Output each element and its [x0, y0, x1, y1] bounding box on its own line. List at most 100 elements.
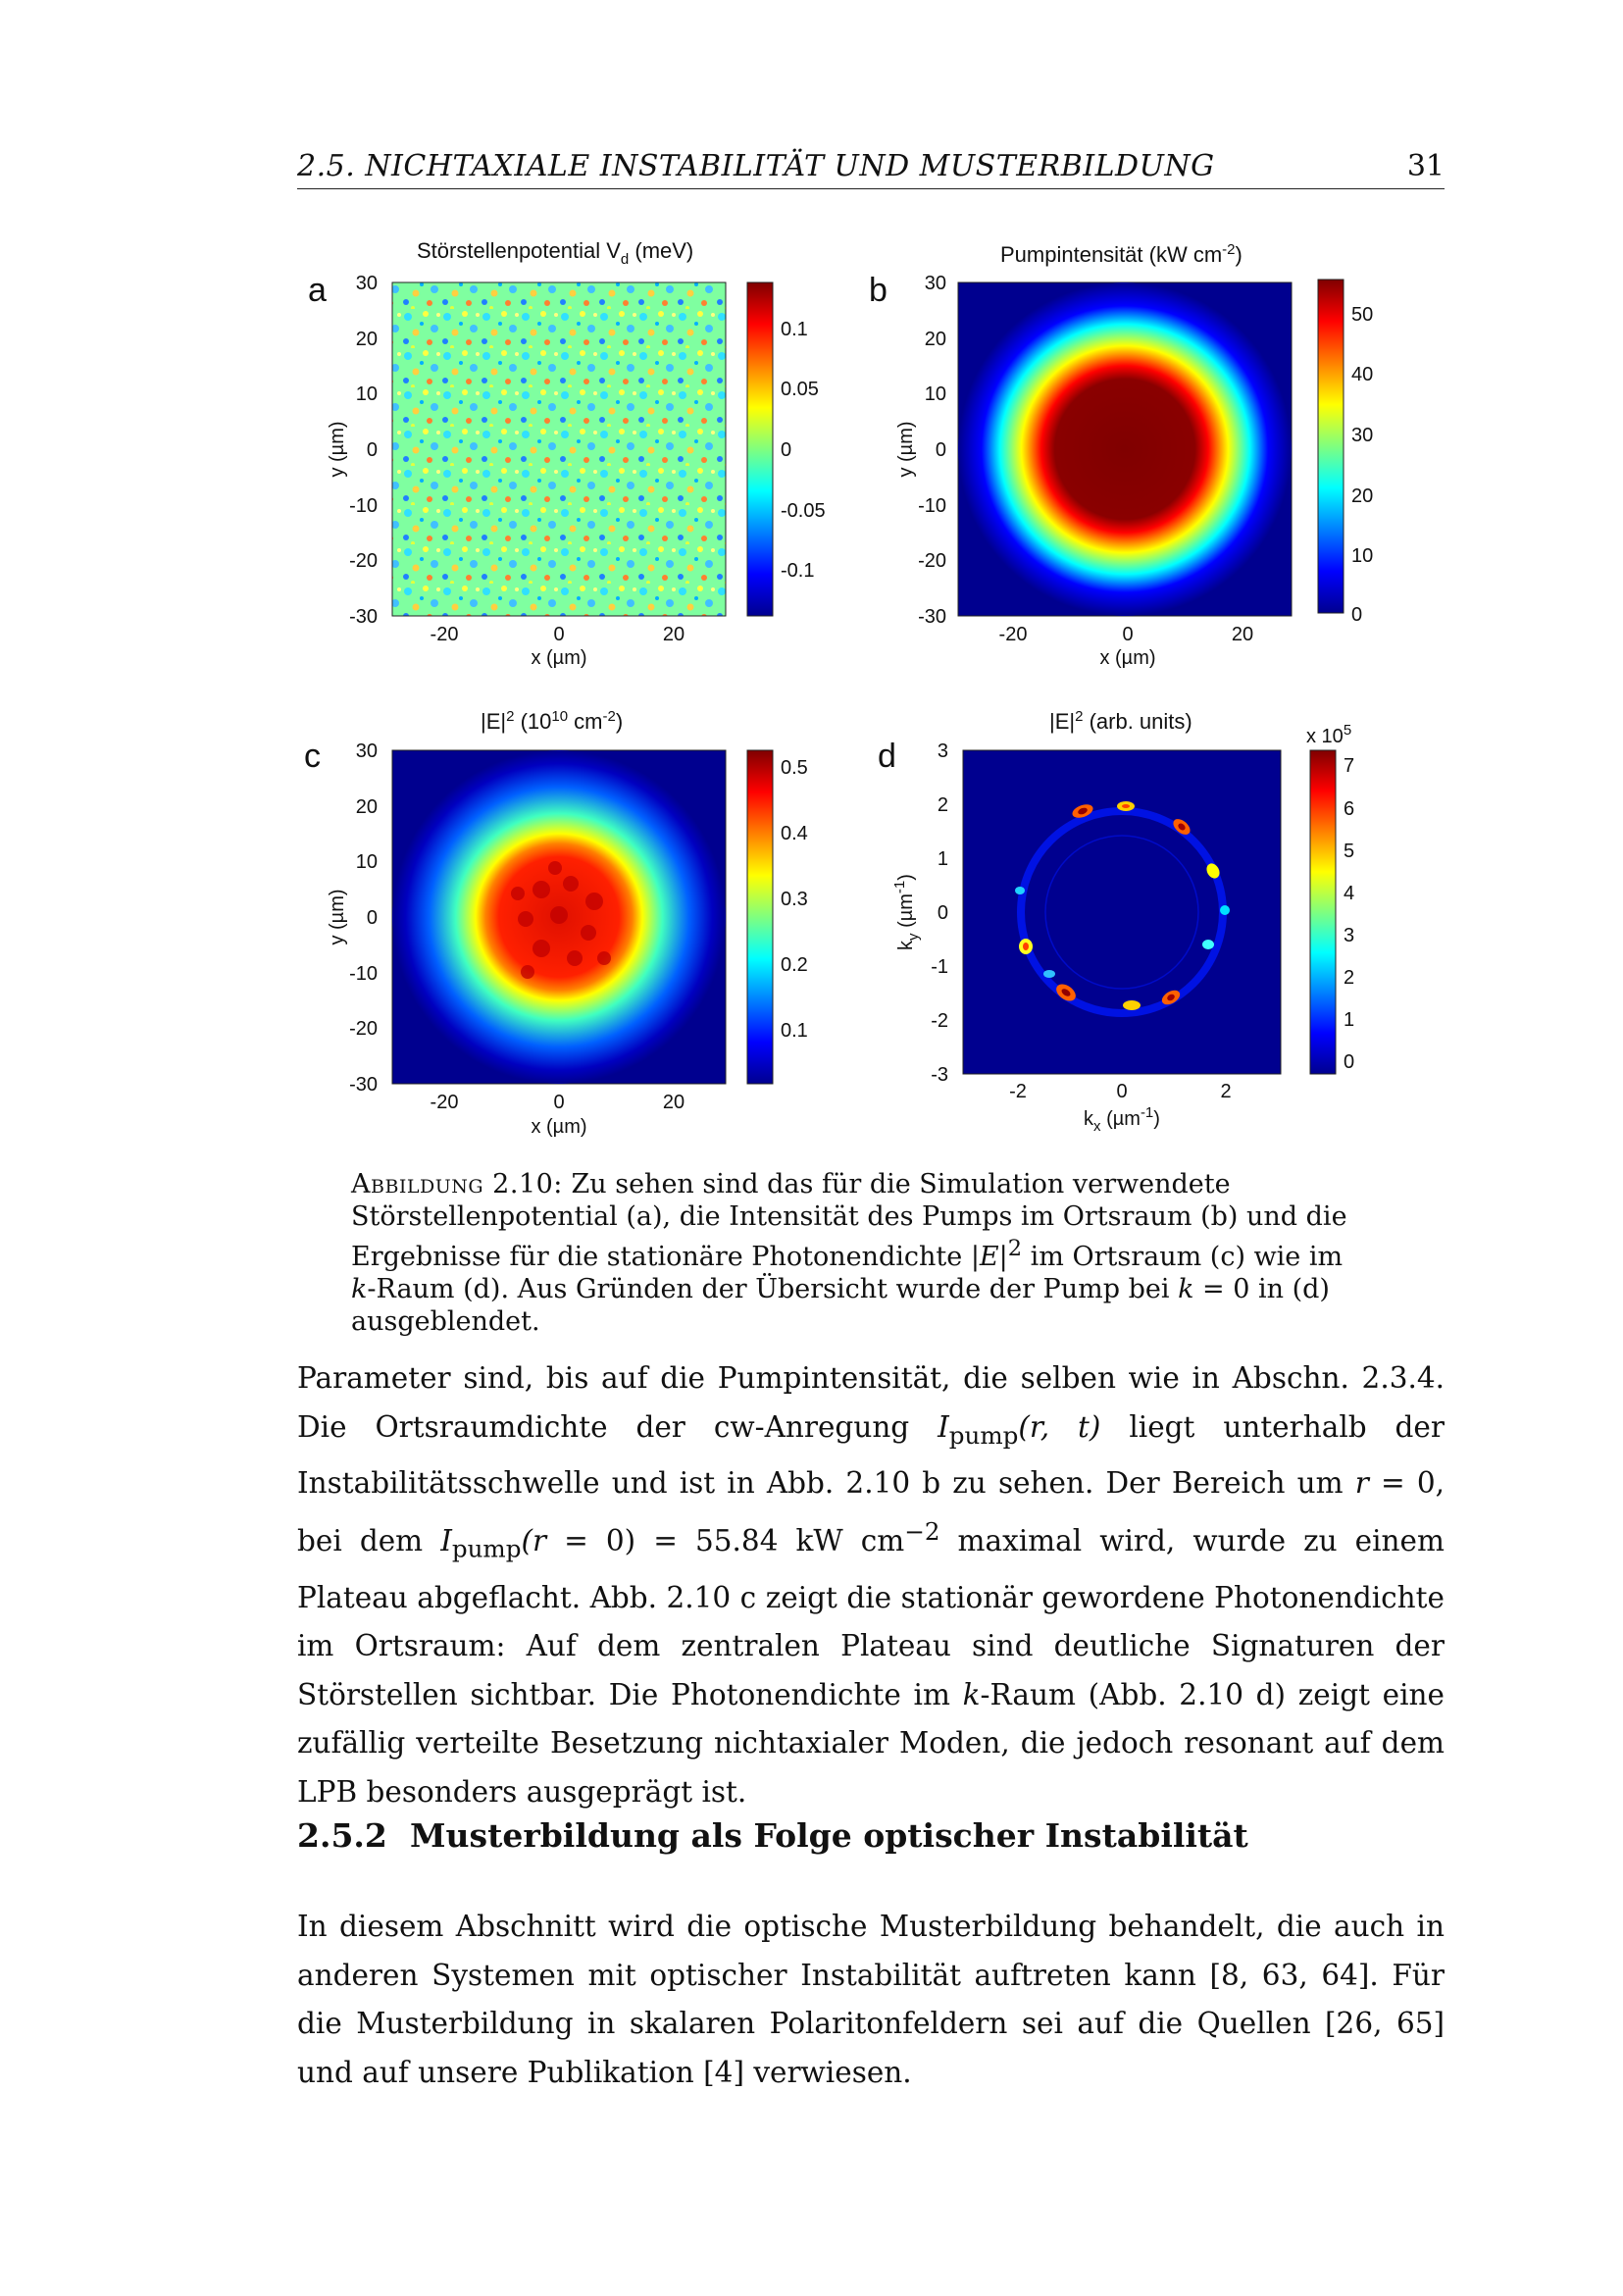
- panel-b-colorbar: [1317, 279, 1344, 614]
- panel-b-label: b: [869, 272, 888, 309]
- cbar-tick: 30: [1351, 425, 1373, 446]
- panel-c-cbar-ticks: 0.5 0.4 0.3 0.2 0.1: [781, 757, 808, 1042]
- panel-c-colorbar: [746, 749, 774, 1085]
- cbar-tick: 0.1: [781, 319, 808, 340]
- panel-d-yticks: 3 2 1 0 -1 -2 -3: [931, 740, 948, 1086]
- panel-a-cbar-ticks: 0.1 0.05 0 -0.05 -0.1: [781, 319, 826, 582]
- ytick: -1: [931, 956, 948, 978]
- xtick: -20: [999, 624, 1028, 645]
- panel-d-hotspots: [1015, 801, 1230, 1010]
- xtick: 0: [553, 624, 564, 645]
- panel-c-defect-signatures: [511, 861, 611, 979]
- figure-2-10: a Störstellenpotential Vd (meV) 30 20 10…: [284, 230, 1432, 1143]
- caption-label: Abbildung 2.10:: [351, 1169, 563, 1199]
- panel-c-ylabel: y (µm): [327, 889, 348, 944]
- panel-b-title: Pumpintensität (kW cm-2): [1000, 241, 1243, 267]
- panel-a-ylabel: y (µm): [327, 421, 348, 477]
- ytick: -20: [918, 550, 946, 572]
- cbar-tick: -0.05: [781, 500, 826, 522]
- panel-c-yticks: 30 20 10 0 -10 -20 -30: [349, 740, 378, 1096]
- caption-text: im Ortsraum (c) wie im: [1022, 1242, 1344, 1272]
- cbar-tick: 5: [1344, 841, 1354, 862]
- cbar-tick: 2: [1344, 967, 1354, 989]
- cbar-tick: 0.2: [781, 954, 808, 976]
- panel-a-heatmap: [391, 281, 727, 617]
- xtick: 20: [663, 1092, 685, 1113]
- cbar-tick: -0.1: [781, 560, 814, 582]
- cbar-tick: 0: [1344, 1051, 1354, 1073]
- panel-d-xticks: -2 0 2: [1009, 1081, 1231, 1102]
- panel-a: a Störstellenpotential Vd (meV) 30 20 10…: [284, 230, 853, 682]
- ytick: 0: [367, 439, 378, 461]
- ytick: -10: [349, 495, 378, 517]
- panel-a-plot: a Störstellenpotential Vd (meV) 30 20 10…: [308, 238, 826, 669]
- panel-b-ylabel: y (µm): [895, 421, 917, 477]
- cbar-tick: 0.5: [781, 757, 808, 779]
- panel-b-xlabel: x (µm): [1099, 647, 1155, 669]
- running-head: 2.5. NICHTAXIALE INSTABILITÄT UND MUSTER…: [297, 145, 1445, 189]
- panel-b-plot: b Pumpintensität (kW cm-2) 30 20 10 0 -1…: [869, 241, 1373, 669]
- ytick: 20: [356, 796, 378, 818]
- panel-a-xticks: -20 0 20: [431, 624, 685, 645]
- ytick: 10: [925, 383, 946, 405]
- ytick: 0: [936, 439, 946, 461]
- xtick: 0: [1116, 1081, 1127, 1102]
- panel-d-inner-ring: [1044, 835, 1199, 990]
- panel-a-title: Störstellenpotential Vd (meV): [417, 238, 693, 268]
- xtick: 20: [1232, 624, 1253, 645]
- panel-c-plot: c |E|2 (1010 cm-2) 30 20 10 0 -10 -20 -3…: [304, 708, 808, 1138]
- xtick: -20: [431, 1092, 459, 1113]
- ytick: 30: [356, 740, 378, 762]
- cbar-tick: 0: [1351, 604, 1362, 626]
- xtick: -20: [431, 624, 459, 645]
- panel-d-xlabel: kx (µm-1): [1084, 1104, 1160, 1135]
- ytick: 30: [925, 273, 946, 294]
- ytick: 3: [938, 740, 948, 762]
- running-head-title: 2.5. NICHTAXIALE INSTABILITÄT UND MUSTER…: [297, 149, 1215, 183]
- panel-a-label: a: [308, 272, 327, 309]
- ytick: 20: [356, 329, 378, 350]
- cbar-tick: 0: [781, 439, 791, 461]
- ytick: 10: [356, 383, 378, 405]
- figure-caption: Abbildung 2.10: Zu sehen sind das für di…: [351, 1168, 1376, 1338]
- cbar-tick: 7: [1344, 755, 1354, 777]
- section-heading: 2.5.2 Musterbildung als Folge optischer I…: [297, 1816, 1445, 1855]
- ytick: -20: [349, 1018, 378, 1040]
- panel-d-colorbar: [1309, 749, 1337, 1075]
- ytick: -2: [931, 1010, 948, 1032]
- caption-math: k: [1178, 1274, 1194, 1304]
- ytick: -3: [931, 1064, 948, 1086]
- panel-d-label: d: [878, 738, 896, 775]
- panel-c-xticks: -20 0 20: [431, 1092, 685, 1113]
- panel-c-title: |E|2 (1010 cm-2): [481, 708, 623, 734]
- ytick: -30: [349, 1074, 378, 1096]
- ytick: 10: [356, 851, 378, 873]
- xtick: 0: [553, 1092, 564, 1113]
- ytick: -20: [349, 550, 378, 572]
- cbar-tick: 1: [1344, 1009, 1354, 1031]
- panel-a-xlabel: x (µm): [531, 647, 586, 669]
- ytick: -10: [918, 495, 946, 517]
- cbar-tick: 10: [1351, 545, 1373, 567]
- panel-d-heatmap: [962, 749, 1282, 1075]
- panel-a-yticks: 30 20 10 0 -10 -20 -30: [349, 273, 378, 628]
- panel-a-colorbar: [746, 281, 774, 617]
- panel-b: b Pumpintensität (kW cm-2) 30 20 10 0 -1…: [863, 230, 1432, 682]
- cbar-tick: 20: [1351, 485, 1373, 507]
- cbar-tick: 0.1: [781, 1020, 808, 1042]
- caption-text: = 0 in (d) ausgeblendet.: [351, 1274, 1330, 1337]
- ytick: -10: [349, 963, 378, 985]
- panel-d-title: |E|2 (arb. units): [1049, 708, 1192, 734]
- cbar-tick: 3: [1344, 925, 1354, 946]
- paragraph-1: Parameter sind, bis auf die Pumpintensit…: [297, 1361, 1445, 1809]
- ytick: -30: [918, 606, 946, 628]
- panel-d-cbar-ticks: 7 6 5 4 3 2 1 0: [1344, 755, 1354, 1073]
- caption-sup: 2: [1007, 1236, 1023, 1261]
- cbar-tick: 50: [1351, 304, 1373, 326]
- xtick: 0: [1122, 624, 1133, 645]
- panel-c-xlabel: x (µm): [531, 1116, 586, 1138]
- caption-text: -Raum (d). Aus Gründen der Übersicht wur…: [367, 1274, 1179, 1304]
- cbar-tick: 4: [1344, 883, 1354, 904]
- panel-b-pump-spot: [958, 282, 1292, 616]
- cbar-tick: 0.3: [781, 889, 808, 910]
